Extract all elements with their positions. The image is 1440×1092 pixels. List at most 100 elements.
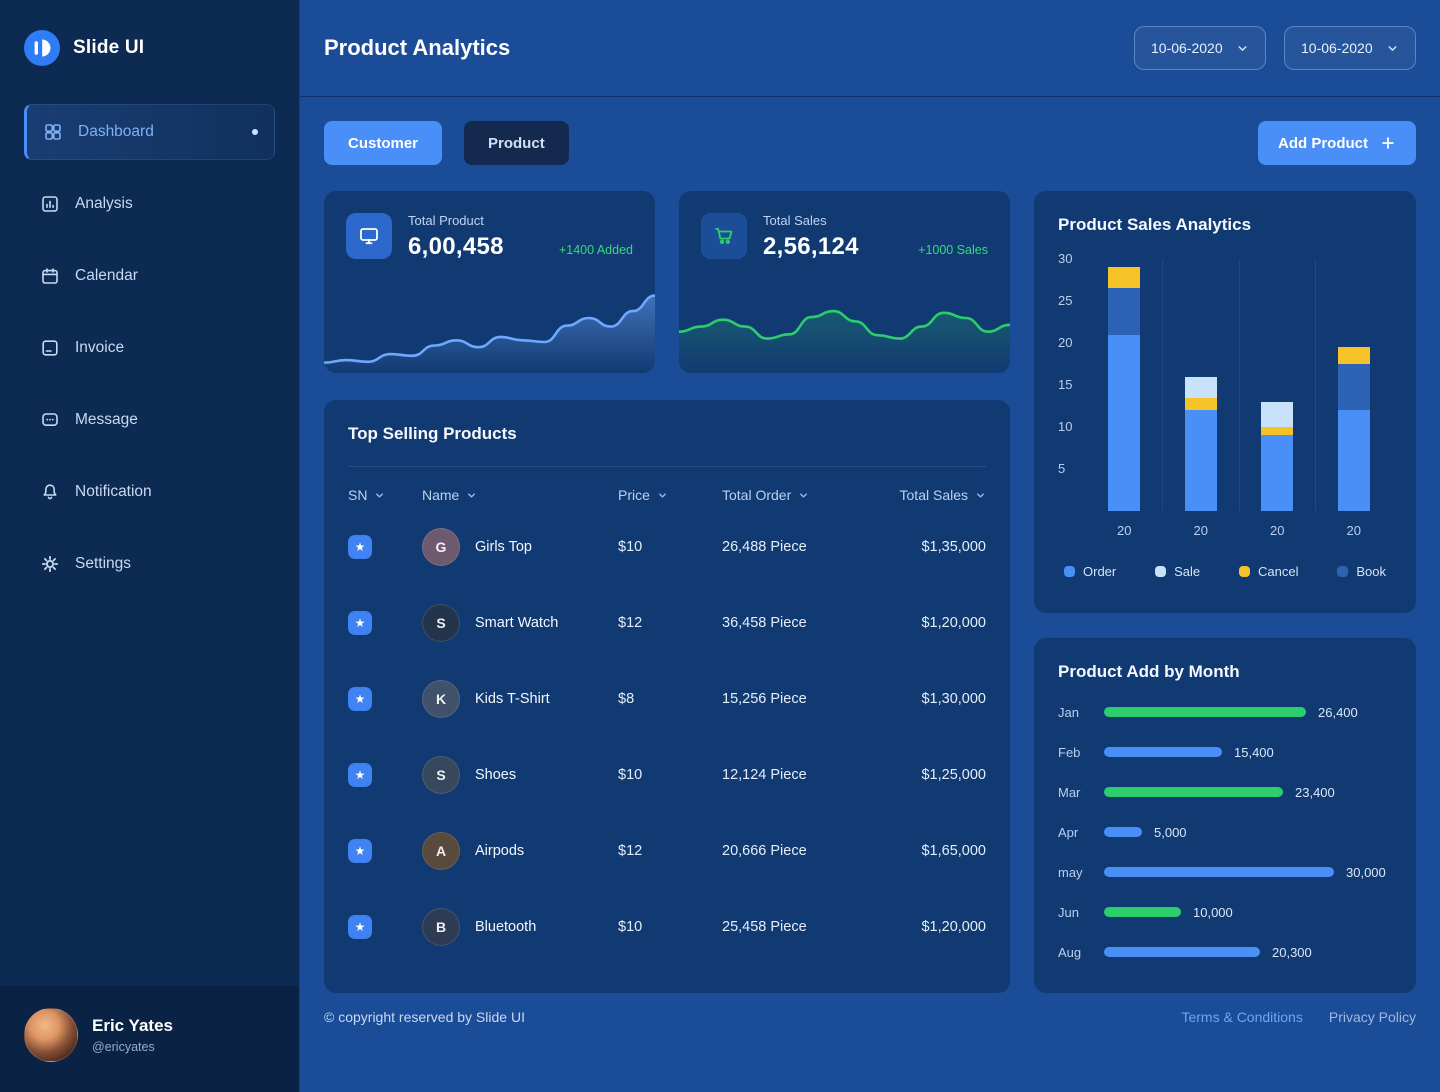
sidebar-item-settings[interactable]: Settings: [24, 536, 275, 592]
sidebar-item-label: Message: [75, 411, 138, 428]
product-avatar: K: [422, 680, 460, 718]
legend-label: Cancel: [1258, 564, 1299, 579]
date-range: 10-06-2020 10-06-2020: [1134, 26, 1416, 70]
star-icon[interactable]: ★: [348, 535, 372, 559]
date-start-value: 10-06-2020: [1151, 40, 1223, 56]
legend-item-book[interactable]: Book: [1337, 564, 1386, 579]
message-icon: [40, 410, 60, 430]
month-value: 10,000: [1193, 904, 1233, 920]
total-order-cell: 26,488 Piece: [722, 539, 807, 555]
table-row: ★ S Smart Watch $12 36,458 Piece $1,20,000: [348, 585, 986, 661]
month-label: Feb: [1058, 744, 1081, 760]
y-tick-label: 15: [1058, 377, 1073, 392]
main-area: Product Analytics 10-06-2020 10-06-2020 …: [300, 0, 1440, 1092]
sidebar-item-invoice[interactable]: Invoice: [24, 320, 275, 376]
month-label: Apr: [1058, 824, 1079, 840]
column-header-name[interactable]: Name: [422, 487, 618, 503]
add-product-button[interactable]: Add Product: [1258, 121, 1416, 165]
star-icon[interactable]: ★: [348, 611, 372, 635]
column-header-sn[interactable]: SN: [348, 487, 422, 503]
dashboard-grid: Total Product 6,00,458 +1400 Added: [324, 191, 1416, 993]
chart-title: Product Sales Analytics: [1058, 215, 1252, 234]
total-order-cell: 36,458 Piece: [722, 615, 807, 631]
star-icon[interactable]: ★: [348, 915, 372, 939]
terms-and-conditions-link[interactable]: Terms & Conditions: [1181, 1009, 1303, 1025]
privacy-policy-link[interactable]: Privacy Policy: [1328, 1009, 1416, 1025]
legend-item-order[interactable]: Order: [1064, 564, 1116, 579]
date-picker-end[interactable]: 10-06-2020: [1284, 26, 1416, 70]
tab-product[interactable]: Product: [464, 121, 569, 165]
stat-delta: +1400 Added: [558, 243, 633, 257]
total-sales-sparkline: [679, 309, 1010, 373]
month-value: 30,000: [1346, 864, 1386, 880]
table-title: Top Selling Products: [348, 424, 986, 467]
x-tick-label: 20: [1193, 523, 1208, 538]
y-axis: 5 10 15 20 25 30: [1058, 252, 1086, 511]
bar-segment-order: [1338, 410, 1371, 511]
bar-segment-sale: [1184, 376, 1217, 398]
cart-icon: [701, 213, 747, 259]
stacked-bar: [1338, 347, 1371, 511]
active-indicator-dot: [252, 129, 258, 135]
total-sales-cell: $1,30,000: [921, 691, 986, 707]
sort-chevron-icon: [800, 492, 808, 498]
legend-item-cancel[interactable]: Cancel: [1239, 564, 1298, 579]
month-label: Jan: [1058, 704, 1079, 720]
y-tick-label: 30: [1058, 251, 1073, 266]
sort-chevron-icon: [376, 492, 384, 498]
date-picker-start[interactable]: 10-06-2020: [1134, 26, 1266, 70]
price-cell: $8: [618, 691, 635, 707]
left-column: Total Product 6,00,458 +1400 Added: [324, 191, 1010, 993]
sidebar-item-label: Dashboard: [78, 123, 154, 140]
month-label: Aug: [1058, 944, 1082, 960]
app-name: Slide UI: [73, 37, 145, 58]
price-cell: $12: [618, 843, 643, 859]
total-sales-cell: $1,20,000: [921, 919, 986, 935]
month-value: 20,300: [1272, 944, 1312, 960]
month-value: 23,400: [1295, 784, 1335, 800]
star-icon[interactable]: ★: [348, 763, 372, 787]
stat-label: Total Sales: [763, 213, 827, 228]
bar-segment-book: [1338, 364, 1371, 411]
star-icon[interactable]: ★: [348, 687, 372, 711]
plus-icon: [1382, 137, 1394, 149]
date-end-value: 10-06-2020: [1301, 40, 1373, 56]
tabs: Customer Product: [324, 121, 569, 165]
month-bar: [1104, 707, 1306, 717]
topbar: Product Analytics 10-06-2020 10-06-2020: [300, 0, 1440, 97]
column-header-price[interactable]: Price: [618, 487, 722, 503]
month-value: 26,400: [1318, 704, 1358, 720]
month-bar: [1104, 867, 1334, 877]
month-row: Apr 5,000: [1058, 812, 1392, 852]
sidebar-item-dashboard[interactable]: Dashboard: [24, 104, 275, 160]
table-row: ★ K Kids T-Shirt $8 15,256 Piece $1,30,000: [348, 661, 986, 737]
sidebar-item-calendar[interactable]: Calendar: [24, 248, 275, 304]
x-tick-label: 20: [1270, 523, 1285, 538]
user-name: Eric Yates: [92, 1016, 173, 1035]
stat-value: 2,56,124: [763, 233, 859, 260]
sn-cell: ★: [348, 763, 422, 787]
sn-cell: ★: [348, 915, 422, 939]
legend-item-sale[interactable]: Sale: [1155, 564, 1200, 579]
tab-customer[interactable]: Customer: [324, 121, 443, 165]
y-tick-label: 20: [1058, 335, 1073, 350]
pam-rows: Jan 26,400 Feb 15,400 Mar 23,400 Apr 5,000 may 30…: [1058, 692, 1392, 972]
column-header-total-sales[interactable]: Total Sales: [880, 487, 986, 503]
sidebar-user[interactable]: Eric Yates @ericyates: [0, 986, 299, 1092]
sidebar-item-notification[interactable]: Notification: [24, 464, 275, 520]
sidebar-item-message[interactable]: Message: [24, 392, 275, 448]
legend-dot: [1239, 566, 1251, 577]
table-header: SN Name Price: [348, 467, 986, 509]
bar-segment-cancel: [1184, 397, 1217, 411]
notification-icon: [40, 482, 60, 502]
month-bar: [1104, 947, 1260, 957]
month-row: Mar 23,400: [1058, 772, 1392, 812]
product-name: Smart Watch: [475, 615, 559, 631]
bar-column: [1086, 259, 1162, 511]
sidebar-item-analysis[interactable]: Analysis: [24, 176, 275, 232]
total-sales-cell: $1,25,000: [921, 767, 986, 783]
bar-column: [1315, 259, 1392, 511]
column-header-total-order[interactable]: Total Order: [722, 487, 880, 503]
month-row: Jun 10,000: [1058, 892, 1392, 932]
star-icon[interactable]: ★: [348, 839, 372, 863]
